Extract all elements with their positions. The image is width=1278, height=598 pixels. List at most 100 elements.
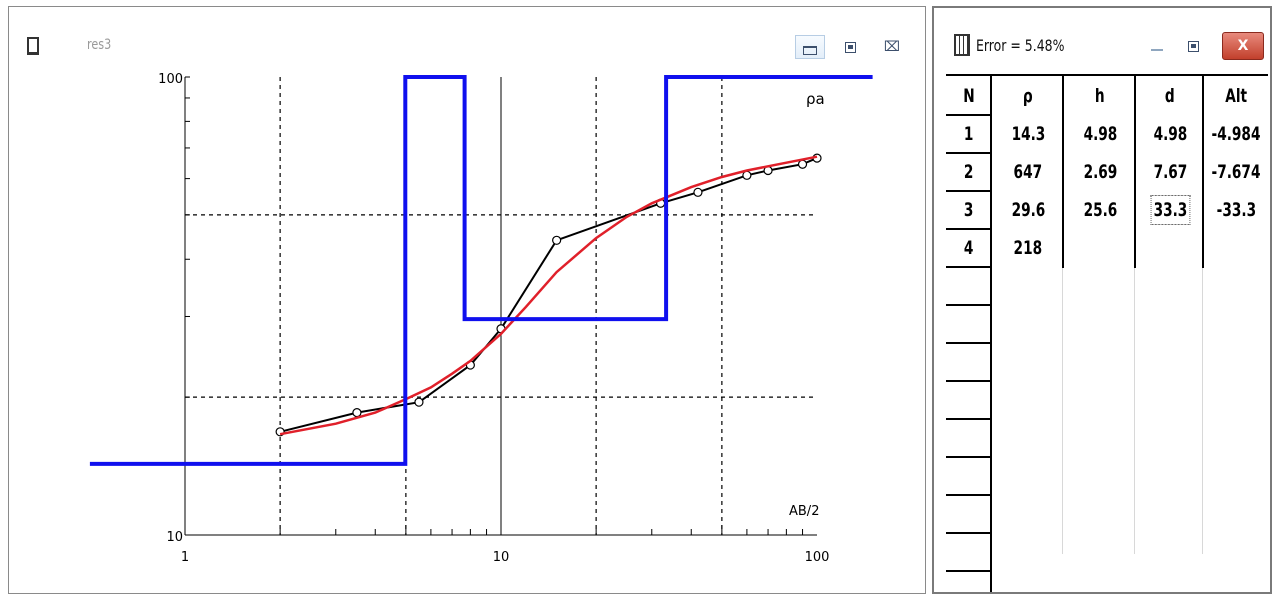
row-divider	[946, 304, 990, 306]
row-divider	[946, 494, 990, 496]
table-cell[interactable]	[1064, 230, 1136, 266]
cell-value: 2.69	[1083, 161, 1117, 183]
table-cell[interactable]: 4.98	[1064, 116, 1136, 152]
maximize-button[interactable]	[835, 35, 865, 59]
table-cell[interactable]: 4.98	[1136, 116, 1204, 152]
row-divider	[946, 380, 990, 382]
observed-curve	[279, 157, 818, 433]
cell-value: -4.984	[1211, 123, 1261, 145]
series	[89, 75, 873, 466]
table-cell[interactable]: 29.6	[992, 192, 1064, 228]
calculated-curve	[279, 155, 818, 436]
x-tick-label: 100	[805, 550, 830, 565]
row-divider	[946, 532, 990, 534]
row-divider	[946, 342, 990, 344]
minimize-button[interactable]	[795, 35, 825, 59]
cell-value: 25.6	[1083, 199, 1117, 221]
table-cell[interactable]: -4.984	[1204, 116, 1268, 152]
row-divider	[946, 190, 990, 192]
maximize-icon	[844, 41, 856, 53]
cell-value: -33.3	[1216, 199, 1256, 221]
cell-value: 4.98	[1083, 123, 1117, 145]
row-number: 3	[946, 192, 992, 228]
data-point	[352, 408, 362, 418]
data-point	[693, 187, 703, 197]
column-header-label: ρ	[1023, 85, 1033, 107]
x-axis-label: AB/2	[789, 504, 819, 519]
cell-value: 4	[964, 237, 974, 259]
table-cell[interactable]: 7.67	[1136, 154, 1204, 190]
column-header-0: N	[946, 78, 992, 114]
axes: 1 10 100 10 100	[158, 72, 829, 565]
column-header-label: Alt	[1225, 85, 1247, 107]
column-divider-faint	[1134, 268, 1135, 554]
cell-value: 647	[1013, 161, 1043, 183]
column-divider-faint	[1062, 268, 1063, 554]
table-maximize-button[interactable]	[1180, 34, 1206, 58]
x-tick-label: 10	[493, 550, 510, 565]
column-divider	[990, 76, 992, 268]
column-header-1: ρ	[992, 78, 1064, 114]
column-divider	[1134, 76, 1136, 268]
table-close-button[interactable]: X	[1222, 32, 1264, 60]
row-divider	[946, 418, 990, 420]
plot-window-title: res3	[87, 37, 112, 53]
column-divider	[1202, 76, 1204, 268]
column-divider	[990, 266, 992, 592]
table-window-titlebar[interactable]: Error = 5.48% X	[934, 8, 1270, 76]
row-divider	[946, 456, 990, 458]
table-cell[interactable]: 25.6	[1064, 192, 1136, 228]
plot-window-titlebar[interactable]: res3 ⌧	[9, 7, 925, 73]
grid	[185, 77, 817, 535]
table-minimize-button[interactable]	[1144, 34, 1170, 58]
row-divider	[946, 114, 990, 116]
y-tick-label: 100	[158, 72, 183, 87]
minimize-icon	[803, 45, 817, 55]
cell-value: 218	[1013, 237, 1043, 259]
row-number: 1	[946, 116, 992, 152]
column-header-label: h	[1095, 85, 1105, 107]
row-number: 4	[946, 230, 992, 266]
minimize-icon	[1151, 49, 1163, 51]
row-divider	[946, 228, 990, 230]
cell-value: 7.67	[1153, 161, 1187, 183]
row-number: 2	[946, 154, 992, 190]
close-icon: X	[1237, 38, 1249, 54]
sounding-curve-chart[interactable]: 1 10 100 10 100 ρa AB/2	[9, 7, 927, 595]
data-point	[552, 235, 562, 245]
column-header-2: h	[1064, 78, 1136, 114]
y-tick-label: 10	[166, 530, 183, 545]
table-cell[interactable]: 14.3	[992, 116, 1064, 152]
column-divider	[1062, 76, 1064, 268]
cell-value: 33.3	[1150, 195, 1190, 225]
table-icon	[954, 34, 970, 56]
document-icon	[27, 37, 39, 55]
close-button[interactable]: ⌧	[877, 35, 907, 59]
error-title: Error = 5.48%	[976, 36, 1065, 55]
table-cell[interactable]: 218	[992, 230, 1064, 266]
table-cell[interactable]	[1136, 230, 1204, 266]
table-cell[interactable]: 33.3	[1136, 192, 1204, 228]
table-cell[interactable]: -7.674	[1204, 154, 1268, 190]
table-cell[interactable]	[1204, 230, 1268, 266]
table-cell[interactable]: 647	[992, 154, 1064, 190]
cell-value: 1	[964, 123, 974, 145]
x-tick-label: 1	[181, 550, 189, 565]
maximize-icon	[1187, 40, 1199, 52]
plot-window: res3 ⌧ 1 10 100 10 100 ρa AB/2	[8, 6, 926, 594]
table-cell[interactable]: -33.3	[1204, 192, 1268, 228]
column-divider-faint	[1202, 268, 1203, 554]
cell-value: 29.6	[1011, 199, 1045, 221]
cell-value: 3	[964, 199, 974, 221]
column-header-label: N	[963, 85, 975, 107]
row-divider	[946, 570, 990, 572]
column-header-label: d	[1165, 85, 1175, 107]
row-divider	[946, 152, 990, 154]
row-divider	[946, 266, 990, 268]
table-cell[interactable]: 2.69	[1064, 154, 1136, 190]
close-icon: ⌧	[883, 39, 901, 55]
data-point	[797, 159, 808, 169]
column-header-4: Alt	[1204, 78, 1268, 114]
cell-value: 4.98	[1153, 123, 1187, 145]
